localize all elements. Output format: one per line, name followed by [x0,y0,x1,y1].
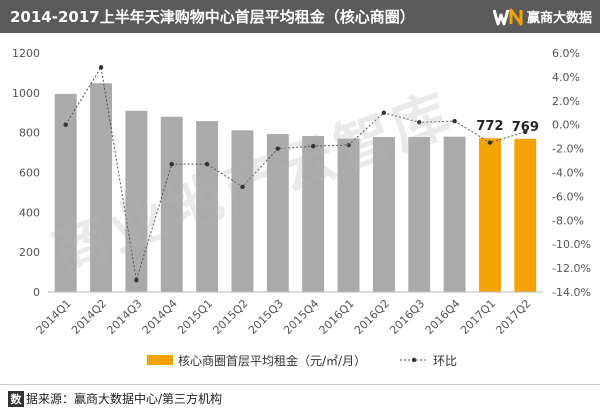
data-label-2017Q1: 772 [476,119,503,134]
right-tick-label: 4.0% [552,71,580,84]
bar-2014Q1 [54,93,77,292]
mom-point-2015Q2 [240,184,245,190]
brand: 赢商大数据 [492,7,592,26]
mom-point-2017Q2 [523,129,528,135]
x-tick-label: 2015Q1 [175,297,215,337]
mom-point-2014Q1 [63,122,68,127]
right-tick-label: -6.0% [552,190,584,203]
x-axis: 2014Q12014Q22014Q32014Q42015Q12015Q22015… [34,291,543,337]
header-bar: 2014-2017上半年天津购物中心首层平均租金（核心商圈） 赢商大数据 [0,0,600,33]
left-tick-label: 0 [33,286,40,299]
data-source-text: 据来源：赢商大数据中心/第三方机构 [26,392,223,406]
bar-series [54,83,537,293]
mom-point-2016Q1 [346,142,351,148]
mom-point-2017Q1 [487,140,493,145]
x-tick-label: 2014Q4 [140,297,180,337]
x-tick-label: 2016Q4 [423,297,463,337]
bar-2015Q1 [196,121,219,293]
right-tick-label: -12.0% [552,262,591,275]
x-tick-label: 2014Q1 [34,297,74,337]
data-source-icon: 数 [8,390,24,407]
mom-point-2016Q4 [452,118,457,124]
bar-2015Q3 [266,134,289,292]
bar-2016Q4 [443,136,466,292]
bar-2016Q3 [408,137,431,292]
mom-point-2014Q4 [169,161,174,167]
brand-logo-icon [492,8,523,26]
x-tick-label: 2017Q2 [493,297,533,337]
mom-point-2016Q2 [381,110,387,115]
mom-point-2015Q1 [204,161,210,167]
data-label-2017Q2: 769 [512,120,539,135]
right-tick-label: -8.0% [552,214,584,227]
bar-2014Q2 [90,83,112,292]
mom-point-2014Q2 [98,65,104,70]
left-tick-label: 1200 [12,47,40,60]
chart-title: 2014-2017上半年天津购物中心首层平均租金（核心商圈） [10,8,415,26]
chart-area: 0 200 400 600 800 1000 1200 6.0% 4.0% 2.0% 0.0% -2… [0,33,600,385]
right-tick-label: 6.0% [552,47,580,60]
legend-line-label: 环比 [433,354,457,368]
x-tick-label: 2017Q1 [458,297,498,337]
right-tick-label: 2.0% [552,95,580,108]
mom-point-2016Q3 [417,120,422,125]
x-tick-label: 2015Q4 [281,297,321,337]
footer: 数 据来源：赢商大数据中心/第三方机构 [0,384,600,412]
line-series [63,65,528,283]
data-labels: 772 769 [476,119,538,135]
combo-chart: 0 200 400 600 800 1000 1200 6.0% 4.0% 2.0% 0.0% -2… [12,47,591,368]
bar-2016Q1 [337,138,360,292]
left-tick-label: 600 [19,167,40,180]
x-tick-label: 2016Q3 [387,297,427,337]
mom-point-2015Q3 [275,146,281,151]
x-tick-label: 2015Q3 [246,297,286,337]
x-tick-label: 2016Q1 [317,297,357,337]
bar-2015Q4 [302,136,325,292]
left-axis: 0 200 400 600 800 1000 1200 [12,47,40,299]
left-tick-label: 800 [19,127,40,140]
mom-point-2015Q4 [310,144,316,149]
right-axis: 6.0% 4.0% 2.0% 0.0% -2.0% -4.0% -6.0% -8.0% -10.… [552,47,591,299]
bar-2016Q2 [372,137,395,292]
mom-point-2014Q3 [134,277,139,283]
x-tick-label: 2015Q2 [211,297,251,337]
right-tick-label: -4.0% [552,167,584,180]
bar-2017Q2 [514,138,537,292]
bar-2015Q2 [231,130,254,292]
legend: 核心商圈首层平均租金（元/㎡/月） 环比 [147,353,457,368]
right-tick-label: -2.0% [552,143,584,156]
bar-2014Q3 [125,110,148,292]
legend-bar-label: 核心商圈首层平均租金（元/㎡/月） [178,353,366,368]
left-tick-label: 400 [19,206,40,219]
brand-name: 赢商大数据 [526,11,592,26]
x-tick-label: 2016Q2 [352,297,392,337]
right-tick-label: -10.0% [552,238,591,251]
x-tick-label: 2014Q3 [104,297,144,337]
legend-line-marker [411,357,417,363]
legend-bar-swatch [147,355,173,365]
right-tick-label: -14.0% [552,286,591,299]
right-tick-label: 0.0% [552,119,580,132]
left-tick-label: 200 [19,246,40,259]
bar-2014Q4 [160,116,183,292]
bar-2017Q1 [479,138,501,292]
left-tick-label: 1000 [12,87,40,100]
x-tick-label: 2014Q2 [69,297,109,337]
